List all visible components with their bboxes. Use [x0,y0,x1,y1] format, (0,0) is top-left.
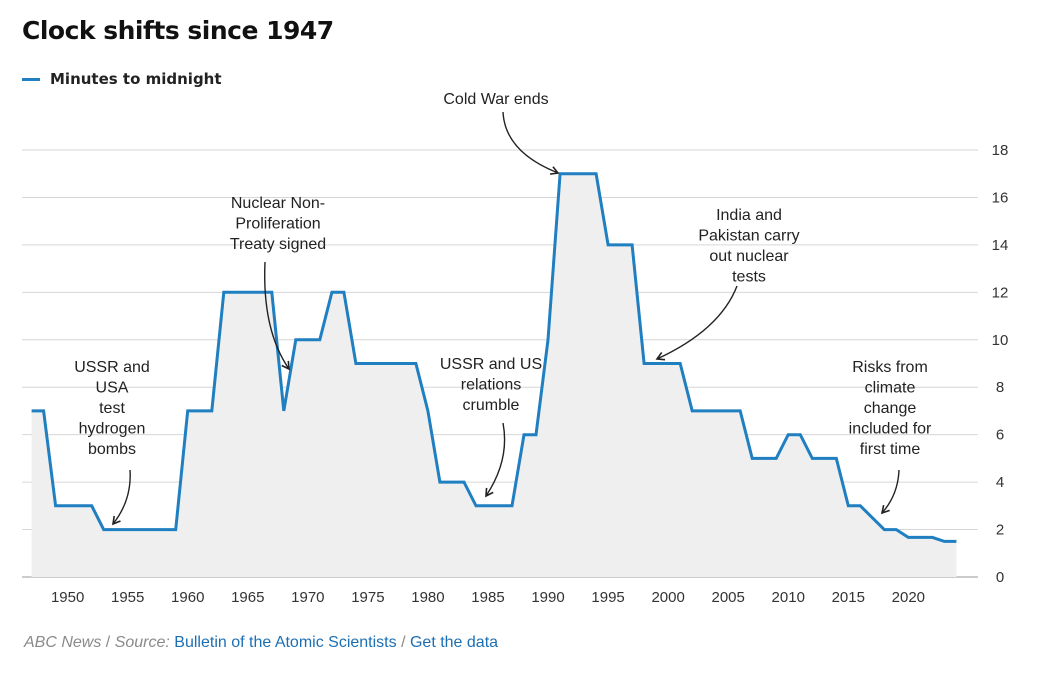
annotation-line: out nuclear [709,248,789,265]
annotation-line: test [99,400,125,417]
x-tick-label: 2020 [892,589,925,606]
annotation-line: USSR and [74,359,150,376]
annotation-arrow-cold-war [502,111,560,175]
x-tick-label: 2005 [712,589,745,606]
source-footer: ABC News / Source: Bulletin of the Atomi… [24,634,498,652]
x-tick-label: 1955 [111,589,144,606]
y-tick-label: 8 [996,379,1004,396]
annotation-line: USA [96,380,129,397]
annotation-arrow-npt [264,261,290,371]
annotation-line: Nuclear Non- [231,195,325,212]
annotation-line: climate [865,380,916,397]
x-tick-label: 2015 [832,589,865,606]
get-data-link[interactable]: Get the data [409,634,499,651]
annotation-line: India and [716,207,782,224]
x-tick-label: 2000 [651,589,684,606]
annotation-line: first time [860,441,921,458]
y-tick-label: 10 [992,332,1009,349]
annotation-arrow-h-bomb [111,469,131,526]
annotation-line: included for [849,421,932,438]
y-tick-label: 18 [992,142,1009,159]
chart-title: Clock shifts since 1947 [22,16,334,45]
annotation-line: USSR and US [440,356,542,373]
annotation-arrow-climate [880,469,900,515]
separator: / [396,634,410,651]
x-tick-label: 1960 [171,589,204,606]
annotation-line: Proliferation [235,216,320,233]
y-tick-label: 16 [992,189,1009,206]
x-tick-label: 2010 [772,589,805,606]
y-tick-label: 4 [996,474,1004,491]
separator: / [101,634,115,651]
annotation-line: change [864,400,917,417]
y-tick-label: 14 [992,237,1009,254]
source-label: Source: [114,634,175,651]
annotation-line: crumble [463,397,520,414]
annotation-line: Cold War ends [443,91,548,108]
x-tick-label: 1985 [471,589,504,606]
annotation-cold-war: Cold War ends [443,91,548,108]
annotation-h-bomb: USSR and USA test hydrogen bombs [74,359,150,458]
annotation-india-pak: India and Pakistan carry out nuclear tests [698,207,799,286]
legend-label: Minutes to midnight [50,70,222,88]
y-tick-label: 0 [996,569,1004,586]
x-tick-label: 1970 [291,589,324,606]
y-tick-label: 2 [996,522,1004,539]
x-tick-label: 1995 [591,589,624,606]
annotation-line: Treaty signed [230,236,326,253]
annotation-line: Risks from [852,359,928,376]
x-tick-label: 1950 [51,589,84,606]
annotation-line: relations [461,377,521,394]
x-tick-label: 1980 [411,589,444,606]
series-area [31,173,957,577]
annotation-arrow-india-pak [655,285,738,361]
y-tick-label: 6 [996,427,1004,444]
legend: Minutes to midnight [22,70,222,88]
x-tick-label: 1965 [231,589,264,606]
annotation-npt: Nuclear Non- Proliferation Treaty signed [230,195,326,253]
annotation-ussr-us: USSR and US relations crumble [440,356,542,414]
series-line [31,172,957,543]
annotation-line: tests [732,269,766,286]
publisher: ABC News [24,634,102,651]
annotation-line: Pakistan carry [698,228,799,245]
y-tick-label: 12 [992,284,1009,301]
source-link[interactable]: Bulletin of the Atomic Scientists [174,634,397,651]
x-tick-label: 1975 [351,589,384,606]
legend-swatch [22,77,40,81]
annotation-arrow-ussr-us [485,422,506,498]
annotation-climate: Risks from climate change included for first… [849,359,932,458]
annotation-line: bombs [88,441,136,458]
annotation-line: hydrogen [79,421,146,438]
x-tick-label: 1990 [531,589,564,606]
